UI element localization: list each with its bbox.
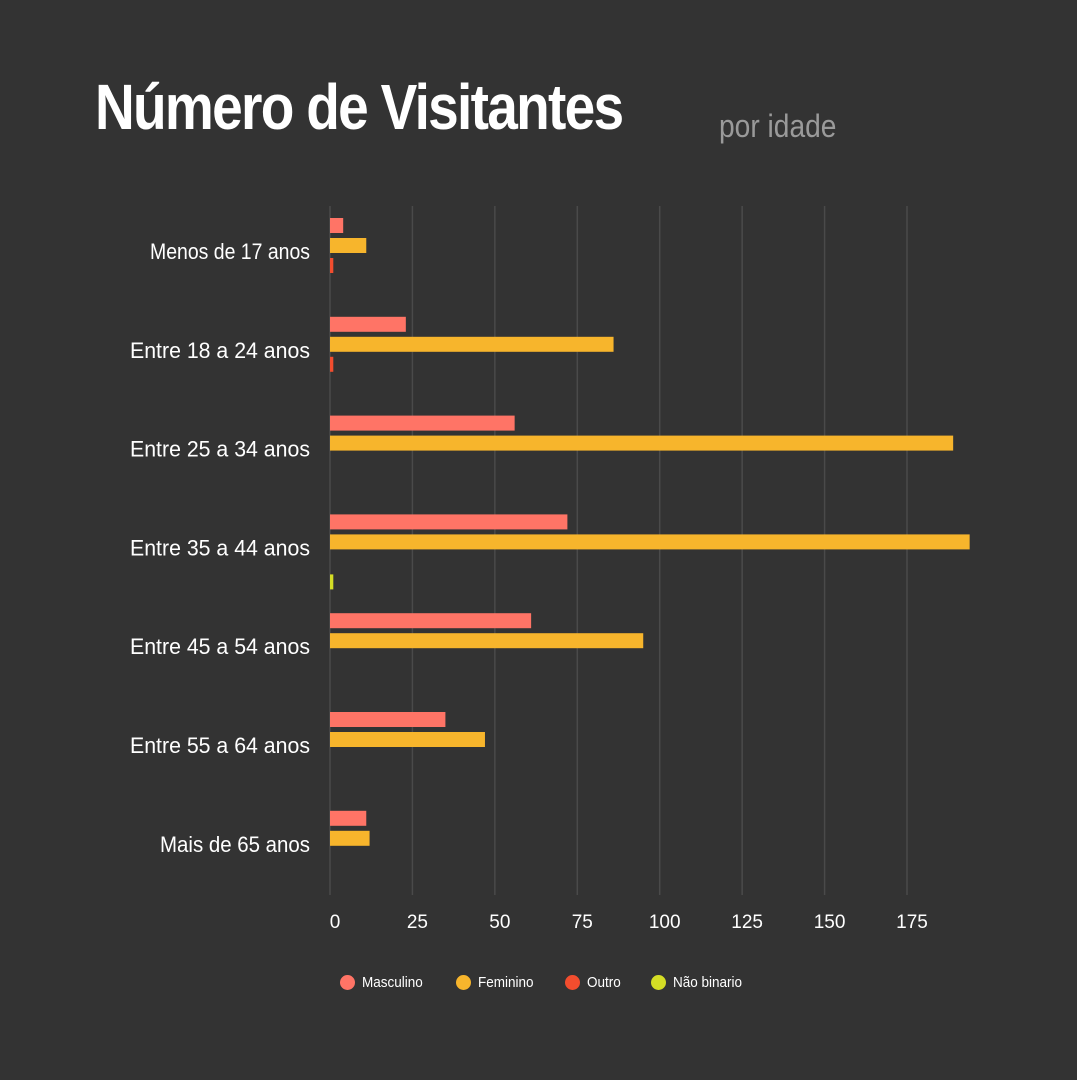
bar-feminino bbox=[330, 830, 370, 846]
x-tick-label: 150 bbox=[814, 912, 846, 933]
category-label: Entre 18 a 24 anos bbox=[130, 338, 310, 363]
legend-item: Feminino bbox=[455, 974, 540, 991]
bar-masculino bbox=[330, 514, 568, 530]
bar-feminino bbox=[330, 435, 954, 451]
bar-masculino bbox=[330, 316, 406, 332]
legend-swatch bbox=[340, 975, 355, 990]
category-label: Entre 45 a 54 anos bbox=[130, 634, 310, 659]
x-tick-labels: 0 25 50 75 100 125 150 175 bbox=[330, 912, 928, 933]
chart-title: Número de Visitantes bbox=[95, 71, 624, 143]
category-label: Entre 55 a 64 anos bbox=[130, 733, 310, 758]
category-label: Mais de 65 anos bbox=[160, 832, 310, 857]
legend-item: Outro bbox=[565, 974, 625, 991]
legend: Masculino Feminino Outro Não binario bbox=[340, 974, 775, 991]
x-tick-label: 50 bbox=[489, 912, 510, 933]
bar-feminino bbox=[330, 238, 367, 253]
gridlines bbox=[329, 206, 908, 895]
bar-feminino bbox=[330, 633, 644, 649]
x-tick-label: 125 bbox=[731, 912, 763, 933]
bar-masculino bbox=[330, 712, 446, 727]
legend-item: Masculino bbox=[340, 974, 430, 991]
legend-swatch bbox=[650, 975, 666, 990]
category-labels: Menos de 17 anos Entre 18 a 24 anos Entre … bbox=[130, 239, 310, 857]
bar-feminino bbox=[330, 732, 485, 747]
category-label: Entre 35 a 44 anos bbox=[130, 535, 310, 560]
legend-item: Não binario bbox=[650, 974, 750, 991]
x-tick-label: 0 bbox=[330, 912, 341, 933]
x-tick-label: 75 bbox=[572, 912, 593, 933]
chart-subtitle: por idade bbox=[719, 108, 837, 144]
bar-não-binario bbox=[330, 574, 334, 590]
legend-swatch bbox=[565, 975, 581, 990]
bar-feminino bbox=[330, 336, 614, 352]
x-tick-label: 100 bbox=[649, 912, 681, 933]
x-tick-label: 175 bbox=[896, 912, 928, 933]
category-label: Menos de 17 anos bbox=[150, 239, 310, 264]
legend-label: Masculino bbox=[362, 974, 423, 991]
category-label: Entre 25 a 34 anos bbox=[130, 437, 310, 462]
bar-masculino bbox=[330, 613, 532, 629]
bars bbox=[330, 218, 970, 846]
legend-label: Outro bbox=[587, 974, 621, 991]
bar-feminino bbox=[330, 534, 970, 550]
legend-swatch bbox=[455, 975, 471, 990]
bar-masculino bbox=[330, 218, 344, 233]
x-tick-label: 25 bbox=[407, 912, 428, 933]
legend-label: Feminino bbox=[477, 974, 534, 991]
legend-label: Não binario bbox=[672, 974, 742, 991]
bar-outro bbox=[330, 258, 334, 273]
bar-masculino bbox=[330, 810, 367, 826]
bar-masculino bbox=[330, 415, 515, 431]
bar-outro bbox=[330, 356, 334, 372]
